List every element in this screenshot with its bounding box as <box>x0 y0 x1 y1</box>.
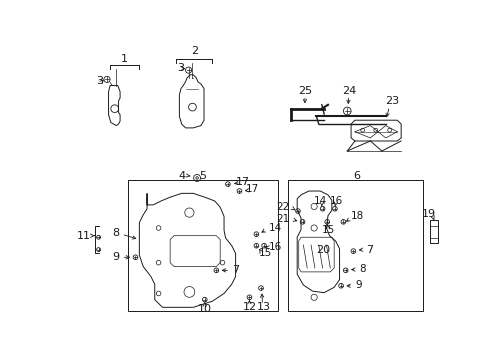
Text: 17: 17 <box>245 184 259 194</box>
Text: 23: 23 <box>384 96 398 106</box>
Text: 11: 11 <box>77 231 91 241</box>
Bar <box>429 220 437 243</box>
Text: 7: 7 <box>366 244 373 255</box>
Text: 7: 7 <box>231 265 238 275</box>
Bar <box>127 180 277 311</box>
Text: 12: 12 <box>242 302 256 312</box>
Text: 20: 20 <box>316 244 330 255</box>
Text: 13: 13 <box>257 302 270 312</box>
Text: 25: 25 <box>297 86 311 96</box>
Text: 16: 16 <box>329 196 343 206</box>
Text: 24: 24 <box>341 86 355 96</box>
Text: 1: 1 <box>121 54 128 64</box>
Text: 8: 8 <box>112 228 120 238</box>
Bar <box>287 180 422 311</box>
Text: 2: 2 <box>190 46 198 56</box>
Text: 19: 19 <box>421 209 435 219</box>
Text: 3: 3 <box>177 63 184 73</box>
Text: 3: 3 <box>96 76 102 86</box>
Text: 18: 18 <box>350 211 364 221</box>
Text: 8: 8 <box>358 264 365 274</box>
Text: 9: 9 <box>112 252 120 262</box>
Text: 15: 15 <box>321 225 334 235</box>
Text: 6: 6 <box>352 171 359 181</box>
Text: 4: 4 <box>178 171 185 181</box>
Text: 17: 17 <box>236 177 250 187</box>
Text: 10: 10 <box>197 304 211 314</box>
Text: 21: 21 <box>276 214 289 224</box>
Text: 14: 14 <box>313 196 326 206</box>
Text: 22: 22 <box>276 202 289 212</box>
Text: 15: 15 <box>258 248 271 258</box>
Text: 5: 5 <box>199 171 205 181</box>
Text: 14: 14 <box>268 223 282 233</box>
Text: 16: 16 <box>268 242 282 252</box>
Text: 9: 9 <box>354 280 361 290</box>
